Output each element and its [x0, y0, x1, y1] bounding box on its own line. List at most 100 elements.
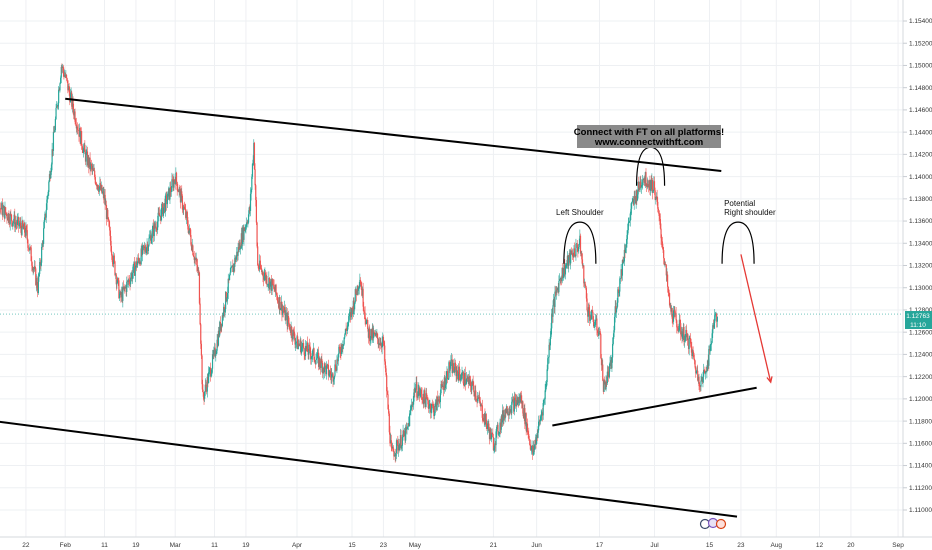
candle-body — [593, 319, 595, 327]
candle-body — [249, 193, 252, 211]
candle-body — [333, 379, 335, 382]
candle-body — [443, 377, 445, 391]
candle-body — [262, 271, 264, 277]
candle-body — [187, 216, 189, 227]
candle-body — [59, 83, 61, 91]
candle-body — [280, 301, 282, 309]
candle-body — [125, 286, 127, 292]
candle-body — [66, 78, 68, 81]
candle-body — [77, 127, 79, 130]
candle-body — [2, 208, 4, 216]
candle-body — [29, 246, 31, 251]
candle-body — [67, 80, 69, 91]
candle-body — [85, 153, 87, 162]
candle-body — [495, 431, 497, 446]
candle-body — [61, 66, 64, 68]
time-axis[interactable]: 22 Feb 11 19 Mar 11 19 Apr 15 23 May 21 Jun 17 Jul 15 23… — [0, 536, 932, 549]
candle-body — [224, 309, 226, 312]
candle-body — [555, 291, 557, 294]
candle-body — [192, 245, 194, 255]
candle-body — [460, 378, 462, 381]
candle-body — [510, 409, 512, 414]
candle-body — [245, 222, 248, 227]
candle-body — [146, 244, 148, 249]
candle-body — [168, 188, 170, 200]
candle-body — [181, 195, 184, 210]
candle-body — [115, 274, 117, 276]
candle-body — [205, 384, 207, 387]
candle-body — [668, 293, 671, 306]
candle-body — [659, 216, 661, 220]
candle-body — [621, 260, 624, 276]
candle-body — [220, 323, 222, 331]
y-tick-label: 1.11000 — [909, 507, 932, 514]
candle-body — [340, 344, 343, 355]
candle-body — [589, 315, 591, 321]
candle-body — [511, 401, 513, 414]
candle-body — [325, 366, 327, 375]
candle-body — [165, 195, 167, 197]
candle-body — [92, 168, 94, 170]
candle-body — [124, 286, 126, 288]
candle-body — [544, 390, 546, 400]
candle-body — [259, 260, 261, 270]
candle-body — [678, 330, 680, 332]
candle-body — [577, 247, 579, 252]
candle-body — [206, 386, 208, 392]
candle-body — [458, 366, 460, 380]
candle-body — [629, 213, 631, 221]
candle-body — [92, 168, 94, 171]
candle-body — [222, 315, 224, 317]
candle-body — [614, 306, 616, 317]
candle-body — [712, 325, 714, 334]
price-axis[interactable]: 1.15400 1.15200 1.15000 1.14800 1.14600 1.144… — [902, 0, 932, 537]
candle-body — [652, 190, 654, 193]
candle-body — [684, 341, 686, 342]
candle-body — [219, 322, 221, 331]
candle-body — [314, 359, 316, 362]
candle-body — [107, 217, 110, 221]
candle-body — [330, 374, 332, 378]
candle-body — [75, 121, 77, 125]
candle-body — [615, 308, 618, 313]
candle-body — [162, 207, 165, 216]
candle-body — [390, 440, 392, 448]
candle-body — [14, 214, 16, 228]
indicator-badge[interactable] — [699, 517, 727, 530]
candle-body — [95, 183, 97, 185]
candle-body — [433, 413, 436, 416]
candle-body — [48, 174, 51, 182]
candle-body — [584, 281, 586, 286]
candle-body — [533, 445, 535, 450]
candle-body — [626, 235, 628, 244]
candle-body — [405, 426, 407, 430]
candle-body — [541, 412, 544, 416]
candle-body — [204, 391, 206, 399]
candle-body — [134, 267, 136, 276]
x-tick-label: Sep — [892, 542, 904, 549]
candle-body — [253, 142, 256, 170]
candle-body — [244, 227, 246, 231]
candle-body — [407, 423, 409, 427]
candle-body — [113, 255, 115, 262]
candle-body — [371, 327, 373, 339]
candle-body — [673, 309, 675, 311]
candle-body — [703, 369, 705, 372]
candle-body — [685, 329, 688, 338]
candle-body — [80, 131, 83, 146]
y-tick-label: 1.12200 — [909, 374, 932, 381]
candle-body — [547, 357, 550, 359]
candle-body — [154, 223, 156, 228]
candle-body — [274, 284, 276, 292]
candle-body — [472, 380, 474, 386]
candle-body — [27, 247, 30, 249]
x-tick-label: 12 — [816, 542, 824, 549]
candle-body — [646, 185, 648, 187]
candle-body — [563, 264, 565, 274]
candle-body — [105, 204, 107, 206]
candle-body — [666, 274, 669, 287]
candle-body — [341, 344, 343, 350]
candle-body — [634, 197, 637, 204]
candle-body — [662, 247, 664, 251]
